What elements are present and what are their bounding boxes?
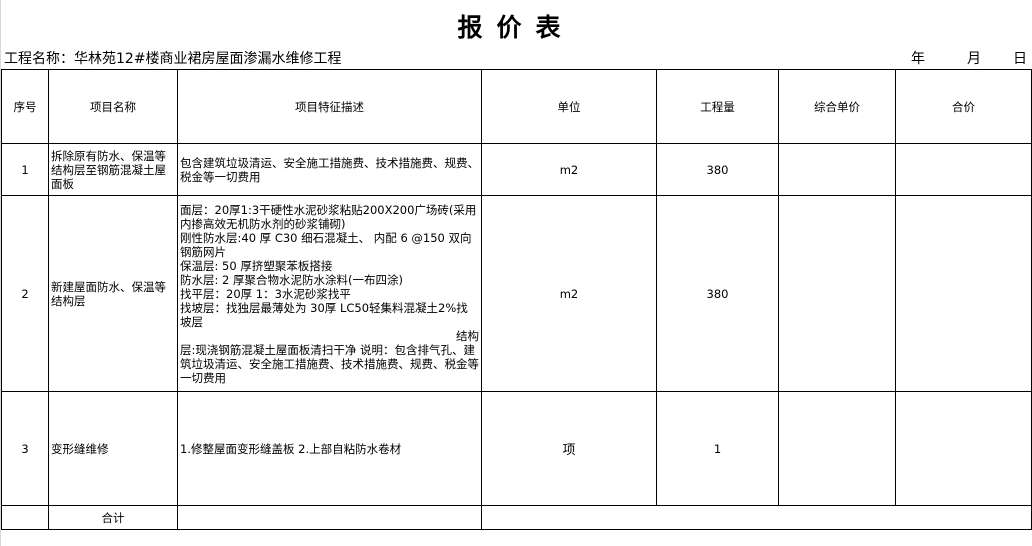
header-unit: 单位: [481, 69, 657, 144]
quote-table: 序号 项目名称 项目特征描述 单位 工程量 综合单价 合价 1 拆除原有防水、保…: [1, 69, 1032, 530]
date-day: 日: [1013, 51, 1027, 67]
row-name[interactable]: 新建屋面防水、保温等结构层: [48, 195, 178, 392]
table-row: 3 变形缝维修 1.修整屋面变形缝盖板 2.上部自粘防水卷材 项 1: [1, 391, 1032, 506]
desc-line: 结构: [456, 328, 479, 343]
desc-line: 刚性防水层:40 厚 C30 细石混凝土、 内配 6 @150 双向钢筋网片: [180, 230, 472, 259]
header-row: 序号 项目名称 项目特征描述 单位 工程量 综合单价 合价: [1, 69, 1032, 144]
summary-blank: [177, 505, 482, 530]
table-row: 1 拆除原有防水、保温等结构层至钢筋混凝土屋面板 包含建筑垃圾清运、安全施工措施…: [1, 143, 1032, 196]
row-qty[interactable]: 380: [656, 143, 779, 196]
row-no[interactable]: 2: [1, 195, 49, 392]
row-qty[interactable]: 1: [656, 391, 779, 506]
summary-value[interactable]: [481, 505, 1032, 530]
header-total: 合价: [895, 69, 1032, 144]
project-value: 华林苑12#楼商业裙房屋面渗漏水维修工程: [74, 51, 342, 67]
sheet-edge: [0, 0, 1, 546]
row-desc[interactable]: 1.修整屋面变形缝盖板 2.上部自粘防水卷材: [177, 391, 482, 506]
row-name[interactable]: 变形缝维修: [48, 391, 178, 506]
summary-row: 合计: [1, 505, 1032, 530]
header-qty: 工程量: [656, 69, 779, 144]
row-qty[interactable]: 380: [656, 195, 779, 392]
row-desc[interactable]: 面层：20厚1:3干硬性水泥砂浆粘贴200X200广场砖(采用内掺高效无机防水剂…: [177, 195, 482, 392]
summary-blank: [1, 505, 49, 530]
row-unit[interactable]: 项: [481, 391, 657, 506]
desc-line: 找平层：20厚 1：3水泥砂浆找平: [180, 286, 351, 301]
date-month: 月: [967, 51, 981, 67]
row-price[interactable]: [778, 391, 896, 506]
project-name: 工程名称：华林苑12#楼商业裙房屋面渗漏水维修工程: [4, 48, 342, 68]
row-name[interactable]: 拆除原有防水、保温等结构层至钢筋混凝土屋面板: [48, 143, 178, 196]
row-total[interactable]: [895, 143, 1032, 196]
row-unit[interactable]: m2: [481, 143, 657, 196]
desc-line: 防水层: 2 厚聚合物水泥防水涂料(一布四涂): [180, 272, 403, 287]
summary-label: 合计: [48, 505, 178, 530]
row-no[interactable]: 1: [1, 143, 49, 196]
desc-line: 找坡层：找独层最薄处为 30厚 LC50轻集料混凝土2%找坡层: [180, 300, 468, 329]
row-total[interactable]: [895, 391, 1032, 506]
desc-line: 层:现浇钢筋混凝土屋面板清扫干净 说明：包含排气孔、建筑垃圾清运、安全施工措施费…: [180, 342, 479, 385]
header-no: 序号: [1, 69, 49, 144]
header-name: 项目名称: [48, 69, 178, 144]
date-year: 年: [911, 51, 925, 67]
table-row: 2 新建屋面防水、保温等结构层 面层：20厚1:3干硬性水泥砂浆粘贴200X20…: [1, 195, 1032, 392]
row-desc[interactable]: 包含建筑垃圾清运、安全施工措施费、技术措施费、规费、税金等一切费用: [177, 143, 482, 196]
page-title: 报价表: [457, 13, 575, 42]
header-price: 综合单价: [778, 69, 896, 144]
desc-line: 保温层: 50 厚挤塑聚苯板搭接: [180, 258, 333, 273]
row-unit[interactable]: m2: [481, 195, 657, 392]
row-total[interactable]: [895, 195, 1032, 392]
desc-line: 面层：20厚1:3干硬性水泥砂浆粘贴200X200广场砖(采用内掺高效无机防水剂…: [180, 202, 477, 231]
project-label: 工程名称：: [4, 51, 74, 67]
row-price[interactable]: [778, 143, 896, 196]
header-desc: 项目特征描述: [177, 69, 482, 144]
row-price[interactable]: [778, 195, 896, 392]
row-no[interactable]: 3: [1, 391, 49, 506]
